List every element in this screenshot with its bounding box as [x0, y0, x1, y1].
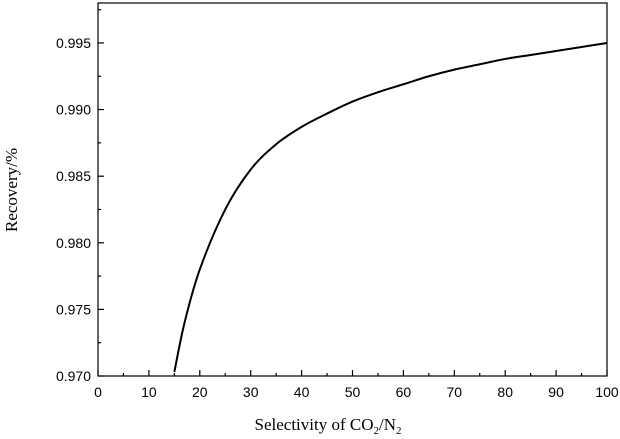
x-tick-label: 40	[294, 384, 310, 400]
y-tick-label: 0.995	[56, 35, 91, 51]
x-tick-label: 20	[192, 384, 208, 400]
series	[173, 41, 608, 373]
x-axis-label: Selectivity of CO2/N2	[255, 415, 402, 437]
y-tick-label: 0.985	[56, 168, 91, 184]
x-tick-label: 0	[94, 384, 102, 400]
x-axis-label-mid: /N	[379, 415, 396, 434]
x-tick-label: 10	[141, 384, 157, 400]
x-tick-label: 30	[243, 384, 259, 400]
y-tick-label: 0.970	[56, 368, 91, 384]
x-tick-label: 100	[595, 384, 619, 400]
x-tick-label: 60	[396, 384, 412, 400]
x-tick-label: 90	[548, 384, 564, 400]
y-axis-label: Recovery/%	[2, 148, 21, 232]
y-tick-label: 0.975	[56, 301, 91, 317]
y-tick-label: 0.980	[56, 235, 91, 251]
x-ticks: 0 10 20 30 40 50 60 70 80 90 100	[94, 370, 619, 400]
x-axis-label-sub2: 2	[396, 425, 402, 437]
axes	[97, 2, 608, 377]
y-tick-label: 0.990	[56, 102, 91, 118]
plot-frame	[97, 2, 608, 377]
x-axis-label-prefix: Selectivity of CO	[255, 415, 374, 434]
recovery-curve	[173, 41, 608, 373]
x-tick-label: 70	[447, 384, 463, 400]
y-ticks: 0.970 0.975 0.980 0.985 0.990 0.995	[56, 9, 104, 384]
x-tick-label: 50	[345, 384, 361, 400]
x-axis-label-sub1: 2	[373, 425, 379, 437]
x-tick-label: 80	[497, 384, 513, 400]
